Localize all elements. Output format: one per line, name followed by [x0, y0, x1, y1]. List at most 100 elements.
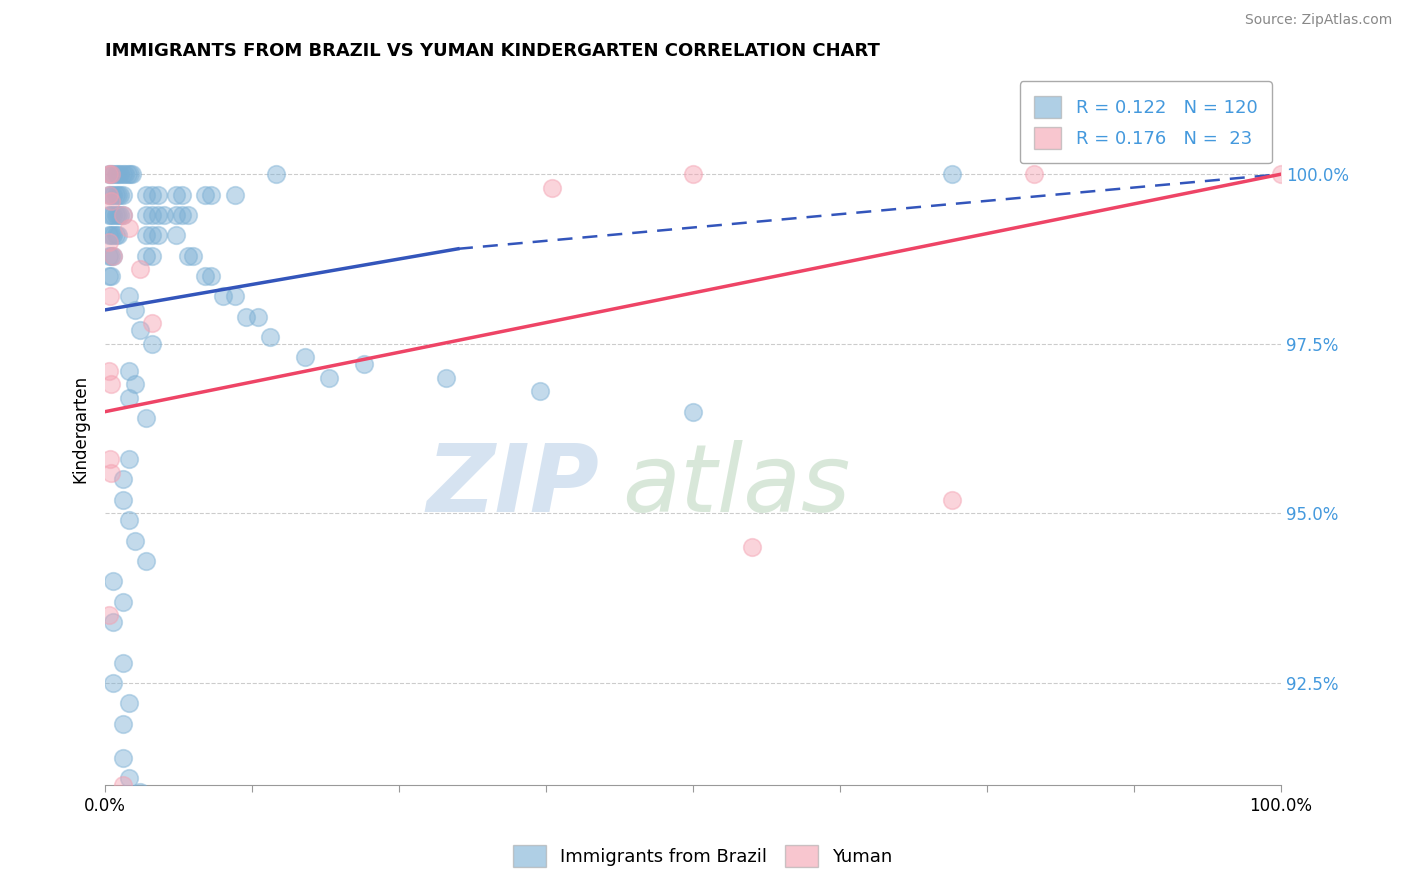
Point: [100, 268, 122, 283]
Point: [124, 302, 146, 317]
Point: [111, 167, 134, 181]
Point: [146, 187, 169, 202]
Text: atlas: atlas: [623, 440, 851, 531]
Point: [97, 228, 120, 243]
Point: [264, 167, 287, 181]
Point: [118, 697, 141, 711]
Point: [111, 208, 134, 222]
Point: [100, 249, 122, 263]
Point: [97, 167, 120, 181]
Point: [200, 846, 222, 860]
Point: [103, 167, 125, 181]
Point: [183, 825, 205, 839]
Point: [97, 235, 120, 249]
Point: [211, 289, 233, 303]
Point: [124, 377, 146, 392]
Point: [97, 187, 120, 202]
Point: [129, 323, 152, 337]
Point: [104, 167, 127, 181]
Point: [118, 364, 141, 378]
Point: [941, 167, 963, 181]
Point: [118, 167, 141, 181]
Point: [103, 187, 125, 202]
Text: Source: ZipAtlas.com: Source: ZipAtlas.com: [1244, 13, 1392, 28]
Point: [104, 187, 127, 202]
Point: [141, 805, 163, 819]
Point: [111, 492, 134, 507]
Legend: Immigrants from Brazil, Yuman: Immigrants from Brazil, Yuman: [506, 838, 900, 874]
Point: [118, 289, 141, 303]
Point: [118, 221, 141, 235]
Point: [165, 208, 187, 222]
Y-axis label: Kindergarten: Kindergarten: [72, 375, 89, 483]
Point: [141, 336, 163, 351]
Point: [100, 228, 122, 243]
Point: [318, 370, 340, 384]
Point: [135, 228, 157, 243]
Point: [100, 187, 122, 202]
Point: [259, 330, 281, 344]
Point: [107, 208, 129, 222]
Point: [97, 364, 120, 378]
Point: [165, 187, 187, 202]
Point: [224, 187, 246, 202]
Legend: R = 0.122   N = 120, R = 0.176   N =  23: R = 0.122 N = 120, R = 0.176 N = 23: [1019, 81, 1272, 163]
Point: [100, 377, 122, 392]
Point: [141, 187, 163, 202]
Point: [529, 384, 551, 399]
Point: [111, 208, 134, 222]
Point: [110, 208, 132, 222]
Point: [135, 187, 157, 202]
Point: [97, 187, 120, 202]
Point: [107, 187, 129, 202]
Point: [682, 167, 704, 181]
Point: [135, 554, 157, 568]
Point: [118, 391, 141, 405]
Point: [146, 228, 169, 243]
Point: [235, 310, 257, 324]
Point: [170, 208, 193, 222]
Point: [103, 249, 125, 263]
Point: [353, 357, 375, 371]
Point: [682, 404, 704, 418]
Point: [129, 784, 152, 798]
Point: [121, 167, 143, 181]
Point: [111, 750, 134, 764]
Point: [97, 208, 120, 222]
Point: [97, 167, 120, 181]
Point: [107, 167, 129, 181]
Point: [118, 771, 141, 785]
Point: [111, 473, 134, 487]
Point: [224, 289, 246, 303]
Point: [141, 249, 163, 263]
Point: [200, 268, 222, 283]
Point: [111, 187, 134, 202]
Point: [176, 208, 198, 222]
Point: [104, 208, 127, 222]
Text: ZIP: ZIP: [426, 440, 599, 532]
Point: [141, 208, 163, 222]
Point: [107, 228, 129, 243]
Point: [146, 208, 169, 222]
Point: [135, 411, 157, 425]
Point: [170, 187, 193, 202]
Point: [98, 452, 121, 467]
Point: [200, 187, 222, 202]
Point: [117, 167, 139, 181]
Text: IMMIGRANTS FROM BRAZIL VS YUMAN KINDERGARTEN CORRELATION CHART: IMMIGRANTS FROM BRAZIL VS YUMAN KINDERGA…: [105, 42, 880, 60]
Point: [153, 208, 176, 222]
Point: [541, 180, 564, 194]
Point: [741, 541, 763, 555]
Point: [118, 452, 141, 467]
Point: [941, 492, 963, 507]
Point: [111, 594, 134, 608]
Point: [247, 310, 270, 324]
Point: [100, 167, 122, 181]
Point: [111, 778, 134, 792]
Point: [135, 249, 157, 263]
Point: [176, 249, 198, 263]
Point: [100, 466, 122, 480]
Point: [111, 716, 134, 731]
Point: [129, 262, 152, 277]
Point: [97, 249, 120, 263]
